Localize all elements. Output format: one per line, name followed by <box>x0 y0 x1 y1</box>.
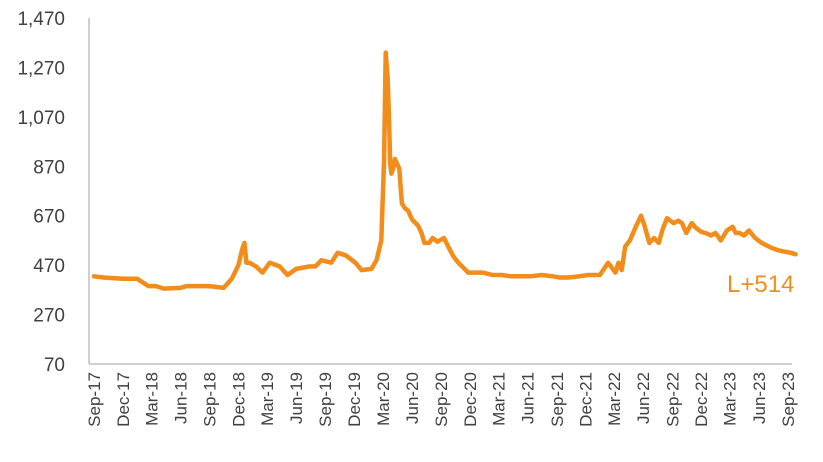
x-tick-label: Mar-19 <box>258 372 277 426</box>
x-tick-label: Jun-22 <box>634 372 653 424</box>
y-tick-label: 1,070 <box>17 108 65 129</box>
y-tick-label: 1,270 <box>17 58 65 79</box>
x-tick-label: Sep-19 <box>316 372 335 427</box>
x-tick-label: Mar-18 <box>142 372 161 426</box>
x-tick-label: Dec-21 <box>577 372 596 427</box>
x-tick-label: Sep-18 <box>201 372 220 427</box>
x-tick-label: Sep-17 <box>85 372 104 427</box>
x-tick-label: Sep-23 <box>779 372 798 427</box>
y-tick-label: 470 <box>33 256 65 277</box>
x-tick-label: Dec-17 <box>114 372 133 427</box>
y-tick-label: 70 <box>44 355 65 376</box>
x-tick-label: Dec-20 <box>461 372 480 427</box>
y-tick-label: 270 <box>33 306 65 327</box>
x-tick-label: Jun-20 <box>403 372 422 424</box>
series-end-label: L+514 <box>727 271 794 298</box>
x-tick-label: Mar-22 <box>605 372 624 426</box>
x-tick-label: Mar-20 <box>374 372 393 426</box>
series-line <box>91 50 798 291</box>
x-tick-label: Mar-21 <box>489 372 508 426</box>
x-tick-label: Dec-19 <box>345 372 364 427</box>
y-tick-label: 870 <box>33 157 65 178</box>
x-tick-label: Dec-22 <box>692 372 711 427</box>
y-tick-label: 1,470 <box>17 9 65 30</box>
x-tick-label: Jun-19 <box>287 372 306 424</box>
x-tick-label: Dec-18 <box>229 372 248 427</box>
x-tick-label: Mar-23 <box>721 372 740 426</box>
y-tick-labels: 1,470 1,270 1,070 870 670 470 270 70 <box>17 9 65 376</box>
x-tick-label: Jun-18 <box>171 372 190 424</box>
x-tick-label: Sep-21 <box>548 372 567 427</box>
x-tick-label: Sep-22 <box>663 372 682 427</box>
x-tick-labels: Sep-17 Dec-17 Mar-18 Jun-18 Sep-18 Dec-18 Mar-… <box>85 372 798 427</box>
x-tick-label: Sep-20 <box>432 372 451 427</box>
y-tick-label: 670 <box>33 207 65 228</box>
x-tick-label: Jun-23 <box>750 372 769 424</box>
x-tick-label: Jun-21 <box>519 372 538 424</box>
